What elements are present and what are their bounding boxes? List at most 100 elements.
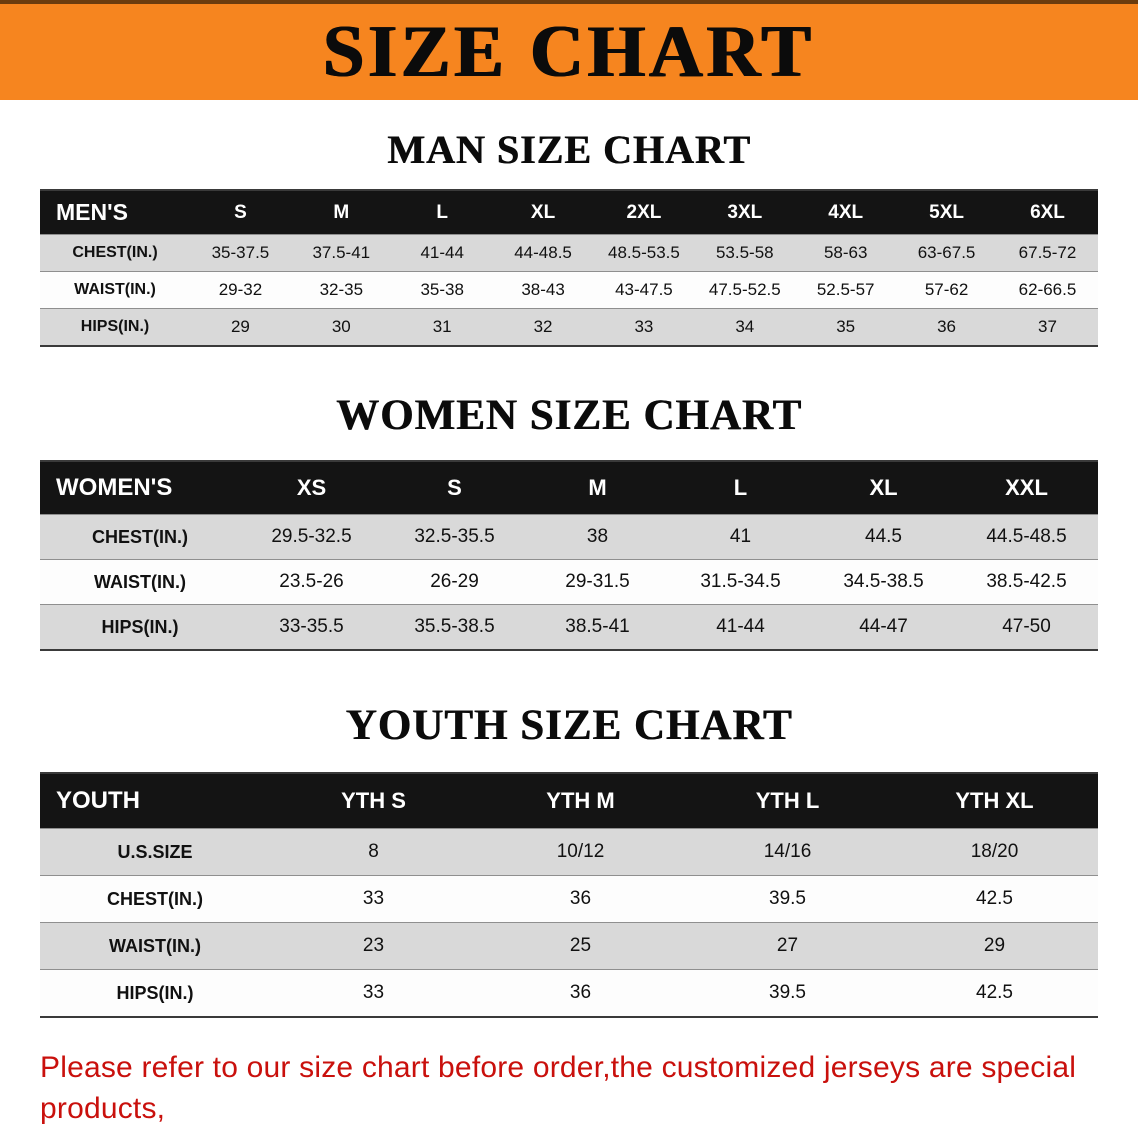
- women-size-section: WOMEN SIZE CHART WOMEN'S XS S M L XL XXL CHEST(…: [0, 391, 1138, 651]
- row-label-cell: WAIST(IN.): [109, 935, 201, 956]
- value-cell: 63-67.5: [917, 243, 976, 262]
- value-cell: 36: [569, 888, 592, 909]
- table-title-cell: WOMEN'S: [40, 461, 240, 515]
- row-label-cell: WAIST(IN.): [74, 281, 156, 298]
- size-column-header: YTH S: [270, 773, 477, 829]
- value-cell: 14/16: [763, 841, 812, 862]
- value-cell: 33: [634, 317, 654, 336]
- value-cell: 44-47: [859, 616, 908, 637]
- table-header-row: YOUTH YTH S YTH M YTH L YTH XL: [40, 773, 1098, 829]
- value-cell: 41-44: [420, 243, 464, 262]
- value-cell: 35-38: [420, 280, 464, 299]
- value-cell: 23.5-26: [279, 571, 344, 592]
- table-header-row: MEN'S S M L XL 2XL 3XL 4XL 5XL 6XL: [40, 190, 1098, 235]
- size-chart-banner: SIZE CHART: [0, 0, 1138, 100]
- value-cell: 32.5-35.5: [414, 526, 495, 547]
- men-size-section: MAN SIZE CHART MEN'S S M L XL 2XL 3XL 4XL 5XL 6XL…: [0, 126, 1138, 347]
- value-cell: 67.5-72: [1018, 243, 1077, 262]
- women-size-heading: WOMEN SIZE CHART: [335, 392, 803, 439]
- size-column-header: XS: [240, 461, 383, 515]
- value-cell: 27: [776, 935, 799, 956]
- value-cell: 29-31.5: [565, 571, 630, 592]
- measurement-row: U.S.SIZE 8 10/12 14/16 18/20: [40, 828, 1098, 876]
- value-cell: 52.5-57: [816, 280, 875, 299]
- table-title-cell: MEN'S: [40, 190, 190, 235]
- row-label-cell: CHEST(IN.): [107, 888, 203, 909]
- value-cell: 38: [586, 526, 609, 547]
- row-label-cell: HIPS(IN.): [116, 982, 194, 1003]
- value-cell: 47.5-52.5: [708, 280, 781, 299]
- value-cell: 53.5-58: [715, 243, 774, 262]
- row-label-cell: HIPS(IN.): [80, 318, 150, 335]
- value-cell: 35.5-38.5: [414, 616, 495, 637]
- value-cell: 37.5-41: [312, 243, 371, 262]
- value-cell: 29: [230, 317, 250, 336]
- value-cell: 8: [368, 841, 379, 862]
- row-label-cell: HIPS(IN.): [101, 616, 179, 637]
- measurement-row: HIPS(IN.) 33 36 39.5 42.5: [40, 969, 1098, 1017]
- value-cell: 29.5-32.5: [271, 526, 352, 547]
- size-column-header: M: [290, 190, 392, 235]
- size-column-header: YTH M: [477, 773, 684, 829]
- value-cell: 43-47.5: [615, 280, 673, 299]
- value-cell: 36: [569, 982, 592, 1003]
- women-size-table: WOMEN'S XS S M L XL XXL CHEST(IN.) 29.5-32.5 32.5…: [40, 460, 1098, 651]
- size-column-header: YTH L: [684, 773, 891, 829]
- row-label-cell: WAIST(IN.): [94, 571, 186, 592]
- youth-size-heading: YOUTH SIZE CHART: [345, 702, 793, 749]
- value-cell: 47-50: [1002, 616, 1051, 637]
- order-policy-note-line1: Please refer to our size chart before or…: [40, 1051, 1077, 1125]
- value-cell: 32-35: [319, 280, 364, 299]
- value-cell: 41: [729, 526, 752, 547]
- value-cell: 29: [983, 935, 1006, 956]
- measurement-row: HIPS(IN.) 33-35.5 35.5-38.5 38.5-41 41-44 44-…: [40, 604, 1098, 650]
- value-cell: 33: [362, 888, 385, 909]
- table-title-cell: YOUTH: [40, 773, 270, 829]
- size-column-header: XXL: [955, 461, 1098, 515]
- value-cell: 62-66.5: [1018, 280, 1077, 299]
- value-cell: 38.5-42.5: [986, 571, 1067, 592]
- value-cell: 38-43: [521, 280, 565, 299]
- size-column-header: L: [669, 461, 812, 515]
- value-cell: 39.5: [769, 982, 806, 1003]
- value-cell: 31: [432, 317, 452, 336]
- row-label-cell: U.S.SIZE: [117, 841, 193, 862]
- value-cell: 33: [362, 982, 385, 1003]
- value-cell: 31.5-34.5: [700, 571, 781, 592]
- youth-size-section: YOUTH SIZE CHART YOUTH YTH S YTH M YTH L YTH…: [0, 701, 1138, 1018]
- row-label-cell: CHEST(IN.): [72, 244, 158, 261]
- size-column-header: S: [190, 190, 291, 235]
- value-cell: 10/12: [556, 841, 605, 862]
- value-cell: 30: [331, 317, 351, 336]
- size-column-header: 4XL: [795, 190, 897, 235]
- value-cell: 34.5-38.5: [843, 571, 924, 592]
- value-cell: 36: [937, 317, 957, 336]
- value-cell: 35-37.5: [211, 243, 270, 262]
- measurement-row: WAIST(IN.) 23.5-26 26-29 29-31.5 31.5-34.5 34…: [40, 559, 1098, 605]
- value-cell: 44.5: [865, 526, 902, 547]
- measurement-row: CHEST(IN.) 33 36 39.5 42.5: [40, 875, 1098, 923]
- size-column-header: 6XL: [997, 190, 1098, 235]
- size-column-header: YTH XL: [891, 773, 1098, 829]
- value-cell: 26-29: [430, 571, 479, 592]
- size-column-header: M: [526, 461, 669, 515]
- value-cell: 58-63: [823, 243, 868, 262]
- value-cell: 37: [1038, 317, 1057, 336]
- size-column-header: 2XL: [593, 190, 695, 235]
- measurement-row: CHEST(IN.) 35-37.5 37.5-41 41-44 44-48.5 48.5…: [40, 234, 1098, 272]
- measurement-row: WAIST(IN.) 29-32 32-35 35-38 38-43 43-47.5 47.…: [40, 271, 1098, 309]
- value-cell: 38.5-41: [565, 616, 630, 637]
- value-cell: 42.5: [976, 888, 1013, 909]
- value-cell: 44-48.5: [514, 243, 572, 262]
- men-size-heading: MAN SIZE CHART: [387, 127, 751, 172]
- size-column-header: L: [391, 190, 493, 235]
- value-cell: 34: [735, 317, 755, 336]
- value-cell: 32: [533, 317, 553, 336]
- value-cell: 44.5-48.5: [986, 526, 1067, 547]
- value-cell: 48.5-53.5: [608, 243, 680, 262]
- value-cell: 41-44: [716, 616, 765, 637]
- value-cell: 35: [836, 317, 856, 336]
- size-column-header: XL: [812, 461, 955, 515]
- youth-size-table: YOUTH YTH S YTH M YTH L YTH XL U.S.SIZE 8 10/12…: [40, 772, 1098, 1018]
